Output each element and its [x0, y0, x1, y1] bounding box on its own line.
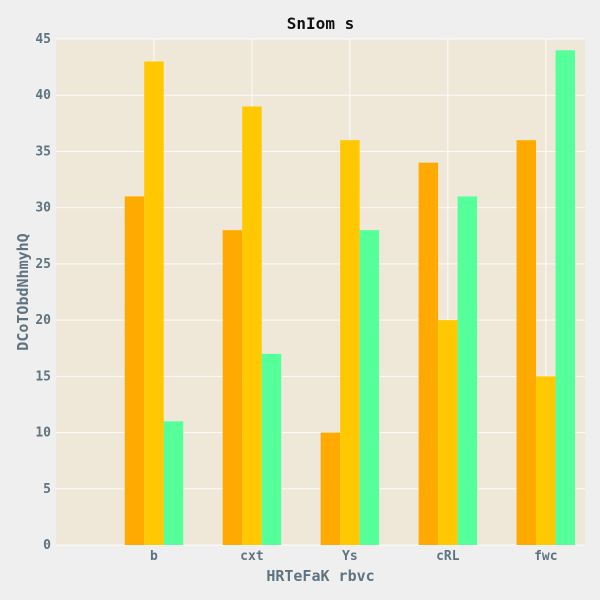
y-tick-label: 30	[35, 201, 51, 216]
x-tick-label: b	[150, 549, 158, 564]
x-tick-label: fwc	[534, 549, 557, 564]
y-axis-ticks: 0 5 10 15 20 25 30 35 40 45	[35, 32, 51, 553]
bar-cxt-series-3	[261, 353, 282, 545]
bar-b-series-1	[124, 196, 145, 545]
y-tick-label: 15	[35, 369, 51, 384]
bar-cRL-series-1	[418, 162, 439, 545]
y-tick-label: 45	[35, 32, 51, 47]
bar-fwc-series-3	[555, 50, 576, 545]
y-tick-label: 25	[35, 257, 51, 272]
bar-b-series-2	[144, 61, 164, 545]
bar-cxt-series-1	[222, 230, 243, 545]
bar-fwc-series-2	[536, 376, 556, 545]
x-axis-label: HRTeFaK rbvc	[266, 567, 374, 585]
chart-title: SnIom s	[287, 14, 354, 33]
y-tick-label: 5	[43, 482, 51, 497]
bar-cxt-series-2	[242, 106, 262, 545]
y-axis-label: DCoTObdNhmyhQ	[14, 233, 32, 350]
x-tick-label: cRL	[436, 549, 460, 564]
x-tick-label: cxt	[240, 549, 263, 564]
bar-b-series-3	[163, 421, 184, 545]
bar-cRL-series-3	[457, 196, 478, 545]
y-tick-label: 20	[35, 313, 51, 328]
y-tick-label: 10	[35, 426, 51, 441]
x-axis-ticks: b cxt Ys cRL fwc	[150, 549, 558, 564]
y-tick-label: 40	[35, 88, 51, 103]
y-tick-label: 35	[35, 144, 51, 159]
y-tick-label: 0	[43, 538, 51, 553]
bar-cRL-series-2	[438, 320, 458, 545]
bar-fwc-series-1	[516, 140, 537, 545]
bars	[124, 50, 576, 545]
bar-Ys-series-2	[340, 140, 360, 545]
x-tick-label: Ys	[342, 549, 358, 564]
bar-Ys-series-3	[359, 230, 380, 545]
bar-Ys-series-1	[320, 432, 341, 545]
